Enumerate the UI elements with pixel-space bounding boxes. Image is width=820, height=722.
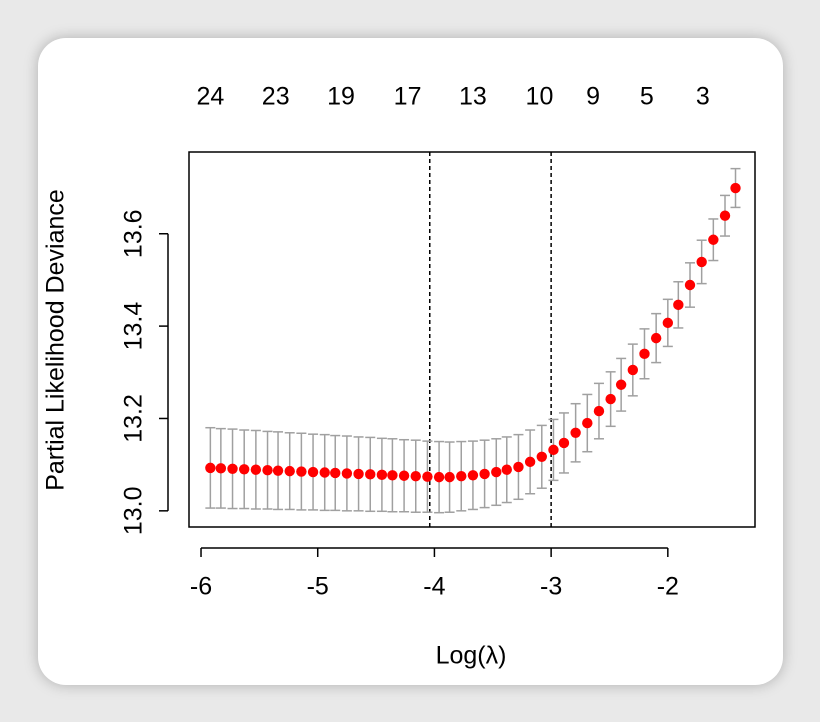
point <box>479 468 490 480</box>
point <box>262 464 273 476</box>
point <box>627 364 639 376</box>
point <box>730 182 741 194</box>
point <box>410 470 421 482</box>
point <box>307 466 319 478</box>
point <box>491 466 502 478</box>
point <box>582 417 593 429</box>
point <box>615 379 627 390</box>
y-tick-label: 13.0 <box>120 487 148 536</box>
point <box>296 466 307 477</box>
point <box>548 444 559 456</box>
point <box>284 465 295 477</box>
point <box>456 470 467 482</box>
point <box>238 464 250 475</box>
point <box>387 470 398 481</box>
y-tick-label: 13.6 <box>120 209 148 258</box>
top-tick-label: 5 <box>640 83 654 111</box>
top-tick-label: 3 <box>696 83 710 111</box>
point <box>650 332 662 344</box>
y-axis-label: Partial Likelihood Deviance <box>42 189 70 491</box>
point <box>467 470 479 481</box>
point <box>708 234 719 245</box>
x-tick-label: -6 <box>190 573 212 601</box>
y-tick-label: 13.2 <box>120 394 148 443</box>
point <box>639 348 650 360</box>
point <box>524 456 536 468</box>
point <box>205 462 216 474</box>
point <box>719 210 731 221</box>
top-tick-label: 23 <box>262 83 290 111</box>
point <box>272 465 284 476</box>
point <box>605 393 616 405</box>
top-tick-label: 19 <box>327 83 355 111</box>
point <box>319 467 330 478</box>
card <box>38 38 783 685</box>
point <box>376 469 388 481</box>
plot-frame <box>188 151 756 528</box>
point <box>250 464 262 475</box>
point <box>684 279 696 291</box>
point <box>433 471 445 483</box>
point <box>444 471 455 483</box>
x-tick-label: -5 <box>307 573 329 601</box>
x-tick-label: -2 <box>657 573 679 601</box>
point <box>673 299 684 311</box>
top-tick-label: 9 <box>586 83 600 111</box>
point <box>570 427 581 438</box>
point <box>696 256 707 268</box>
point <box>398 470 410 481</box>
x-tick-label: -3 <box>540 573 562 601</box>
y-tick-label: 13.4 <box>120 302 148 351</box>
point <box>593 405 605 417</box>
top-tick-label: 10 <box>526 83 554 111</box>
point <box>513 461 524 473</box>
point <box>501 464 512 475</box>
point <box>558 437 570 449</box>
top-tick-label: 13 <box>459 83 487 111</box>
point <box>330 467 341 479</box>
x-tick-label: -4 <box>423 573 445 601</box>
x-axis-label: Log(λ) <box>436 642 507 670</box>
point <box>536 451 547 463</box>
point <box>341 468 353 479</box>
point <box>422 471 433 482</box>
point <box>215 463 227 474</box>
top-tick-label: 24 <box>196 83 224 111</box>
top-tick-label: 17 <box>394 83 422 111</box>
point <box>353 468 364 480</box>
point <box>365 469 376 480</box>
point <box>227 463 238 475</box>
point <box>662 317 674 329</box>
